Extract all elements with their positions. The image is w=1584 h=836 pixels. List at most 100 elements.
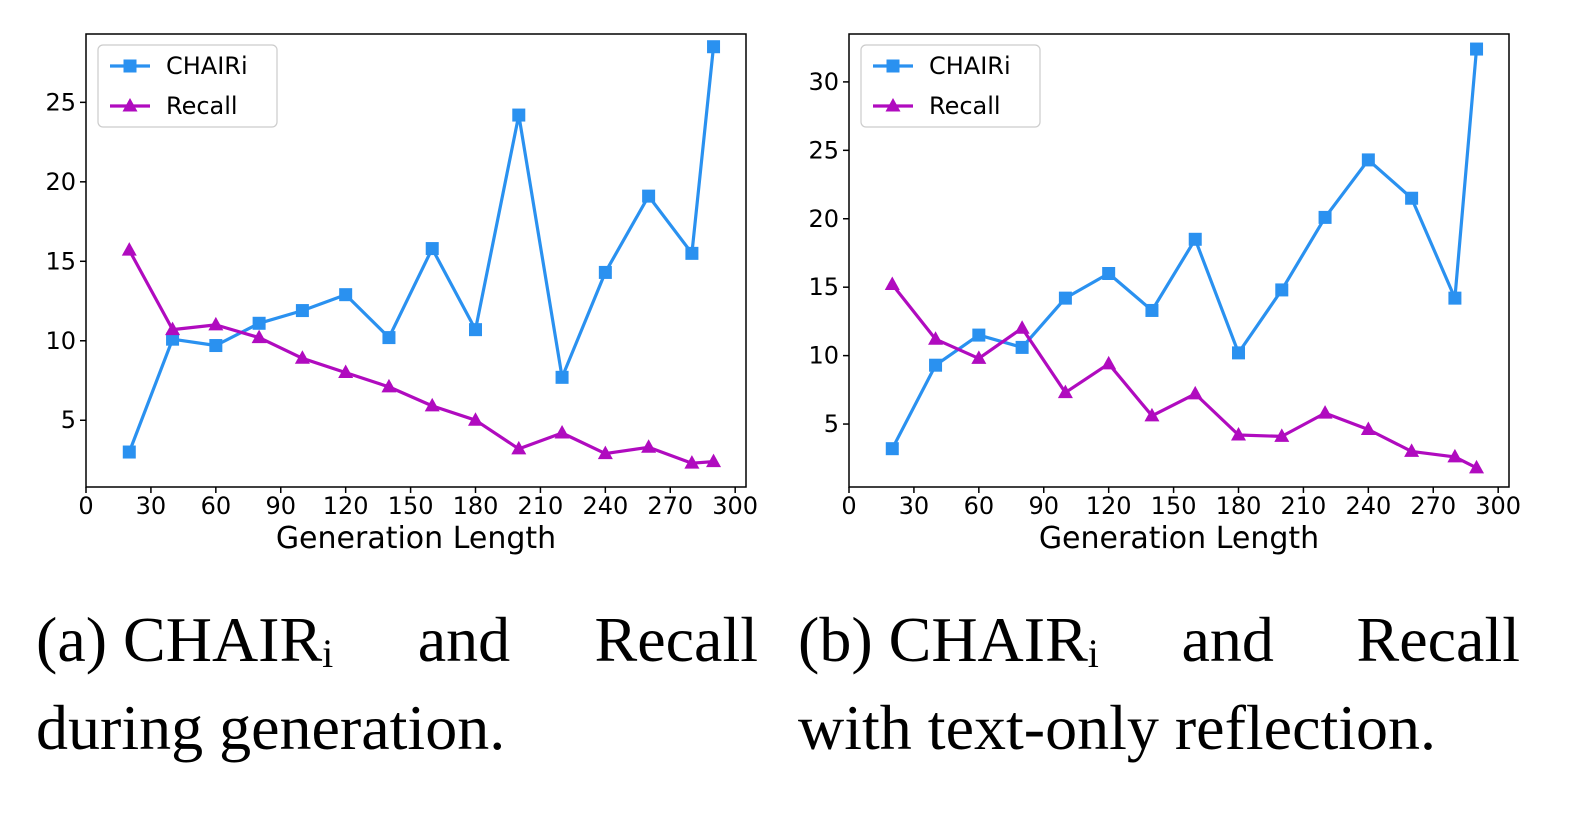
chart-a-series-chairi-marker bbox=[166, 332, 180, 346]
chart-b-x-tick-label: 210 bbox=[1281, 492, 1327, 520]
chart-a-x-tick-label: 60 bbox=[201, 492, 232, 520]
chart-a-x-tick-label: 300 bbox=[712, 492, 758, 520]
caption-a: (a) CHAIRi and Recall during generation. bbox=[36, 600, 758, 768]
chart-a-series-recall-marker bbox=[554, 424, 570, 439]
chart-b-series-chairi-marker bbox=[1361, 153, 1375, 167]
chart-a-series-chairi-marker bbox=[642, 189, 656, 203]
chart-b-series-recall-marker bbox=[1014, 320, 1030, 334]
chart-b-series-recall-marker bbox=[971, 350, 987, 364]
chart-b-x-tick-label: 120 bbox=[1086, 492, 1132, 520]
chart-b-legend-chairi-label: CHAIRi bbox=[929, 52, 1011, 80]
chart-a-series-recall-marker bbox=[294, 350, 310, 364]
chart-b-x-tick-label: 30 bbox=[899, 492, 930, 520]
chart-b-series-recall-marker bbox=[1469, 459, 1485, 474]
chart-a-series-chairi-marker bbox=[707, 40, 721, 54]
chart-a-y-tick-label: 5 bbox=[61, 406, 76, 434]
chart-b-series-recall-marker bbox=[1274, 428, 1290, 442]
chart-a-x-tick-label: 30 bbox=[136, 492, 167, 520]
caption-b: (b) CHAIRi and Recall with text-only ref… bbox=[798, 600, 1520, 768]
chart-a-series-recall-marker bbox=[597, 445, 613, 460]
chart-b-plot-frame bbox=[848, 33, 1510, 488]
chart-a-legend-chairi-marker bbox=[123, 59, 137, 73]
chart-a-x-tick-label: 210 bbox=[518, 492, 564, 520]
chart-b-series-chairi-marker bbox=[1102, 267, 1116, 281]
chart-a-series-chairi-marker bbox=[252, 316, 266, 330]
chart-b-series-chairi-marker bbox=[1275, 283, 1289, 297]
chart-b-x-tick-label: 300 bbox=[1475, 492, 1521, 520]
chart-a-x-tick-label: 150 bbox=[388, 492, 434, 520]
chart-b-series-chairi-marker bbox=[1448, 291, 1462, 305]
chart-b-series-chairi-marker bbox=[929, 358, 943, 372]
chart-a-x-axis-title: Generation Length bbox=[276, 521, 556, 556]
chart-b-legend-chairi-marker bbox=[886, 59, 900, 73]
chart-b-y-tick-label: 25 bbox=[808, 136, 839, 164]
chart-b-series-recall-marker bbox=[1404, 443, 1420, 457]
chart-a-x-tick-label: 0 bbox=[78, 492, 93, 520]
chart-b-series-recall-marker bbox=[1447, 448, 1463, 463]
chart-b: 0 30 60 90 120 150 180 210 240 270 300 5 10 15 20 25 30 G… bbox=[808, 33, 1521, 556]
chart-a-x-tick-label: 270 bbox=[647, 492, 693, 520]
chart-a-x-tick-label: 180 bbox=[453, 492, 499, 520]
chart-a-series-chairi-marker bbox=[339, 288, 353, 302]
chart-b-x-axis-title: Generation Length bbox=[1039, 521, 1319, 556]
chart-a-legend-recall-label: Recall bbox=[166, 92, 238, 120]
chart-b-y-tick-label: 30 bbox=[808, 68, 839, 96]
chart-b-x-tick-label: 180 bbox=[1216, 492, 1262, 520]
chart-a-series-recall-marker bbox=[424, 397, 440, 412]
chart-b-series-chairi-marker bbox=[1405, 191, 1419, 205]
chart-a-series-recall-marker bbox=[641, 439, 657, 453]
chart-b-series-recall-marker bbox=[1231, 426, 1247, 441]
chart-b-series-recall-marker bbox=[1187, 385, 1203, 400]
chart-a-x-tick-label: 240 bbox=[582, 492, 628, 520]
caption-b-subscript: i bbox=[1087, 631, 1099, 676]
caption-b-line2: with text-only reflection. bbox=[798, 692, 1437, 763]
chart-b-y-tick-label: 20 bbox=[808, 205, 839, 233]
chart-b-series-chairi-marker bbox=[885, 442, 899, 456]
chart-a-x-tick-label: 120 bbox=[323, 492, 369, 520]
chart-b-x-tick-label: 90 bbox=[1028, 492, 1059, 520]
chart-a-y-tick-label: 10 bbox=[45, 327, 76, 355]
chart-b-series-recall-marker bbox=[928, 331, 944, 345]
chart-b-series-chairi-marker bbox=[1318, 210, 1332, 224]
chart-a-series-chairi-marker bbox=[469, 323, 483, 337]
chart-a-x-tick-label: 90 bbox=[265, 492, 296, 520]
chart-a-series-chairi-marker bbox=[512, 108, 526, 122]
chart-a-series-chairi-marker bbox=[122, 445, 136, 459]
chart-b-series-recall-marker bbox=[1057, 384, 1073, 399]
caption-a-end: Recall bbox=[594, 604, 758, 675]
chart-b-series-chairi-marker bbox=[1188, 232, 1202, 246]
chart-a: 0 30 60 90 120 150 180 210 240 270 300 5 10 15 20 25 Gen… bbox=[45, 33, 758, 556]
caption-b-prefix: (b) CHAIR bbox=[798, 604, 1088, 675]
chart-a-series-chairi-marker bbox=[382, 331, 396, 345]
chart-b-series-recall-marker bbox=[1101, 355, 1117, 370]
chart-a-series-chairi-marker bbox=[209, 339, 223, 353]
chart-b-x-tick-label: 270 bbox=[1410, 492, 1456, 520]
chart-a-series-chairi-marker bbox=[295, 304, 309, 318]
chart-a-series-recall-line bbox=[127, 249, 714, 465]
chart-b-series-chairi-marker bbox=[972, 328, 986, 342]
chart-a-series-recall-marker bbox=[208, 316, 224, 331]
chart-a-series-chairi-marker bbox=[555, 370, 569, 384]
chart-b-legend: CHAIRi Recall bbox=[860, 44, 1041, 128]
chart-b-series-chairi-marker bbox=[1232, 346, 1246, 360]
chart-b-series-recall-marker bbox=[884, 276, 900, 290]
chart-a-series-recall-marker bbox=[511, 440, 527, 455]
chart-b-x-tick-label: 60 bbox=[964, 492, 995, 520]
chart-a-y-tick-label: 25 bbox=[45, 88, 76, 116]
chart-b-series-chairi-marker bbox=[1015, 340, 1029, 354]
chart-a-y-tick-label: 20 bbox=[45, 168, 76, 196]
chart-b-y-tick-label: 15 bbox=[808, 273, 839, 301]
chart-b-y-tick-label: 5 bbox=[824, 410, 839, 438]
chart-b-legend-recall-label: Recall bbox=[929, 92, 1001, 120]
chart-a-series-recall-marker bbox=[684, 455, 700, 469]
chart-b-series-chairi-marker bbox=[1470, 42, 1484, 56]
chart-a-legend-chairi-label: CHAIRi bbox=[166, 52, 248, 80]
chart-a-series-recall-marker bbox=[165, 321, 181, 336]
chart-a-series-recall-marker bbox=[121, 242, 137, 256]
chart-a-series-recall-marker bbox=[468, 412, 484, 426]
chart-a-legend-recall-marker bbox=[122, 98, 138, 112]
chart-a-series-recall-marker bbox=[251, 329, 267, 344]
chart-a-series-chairi-marker bbox=[685, 246, 699, 260]
chart-a-legend: CHAIRi Recall bbox=[97, 44, 278, 128]
